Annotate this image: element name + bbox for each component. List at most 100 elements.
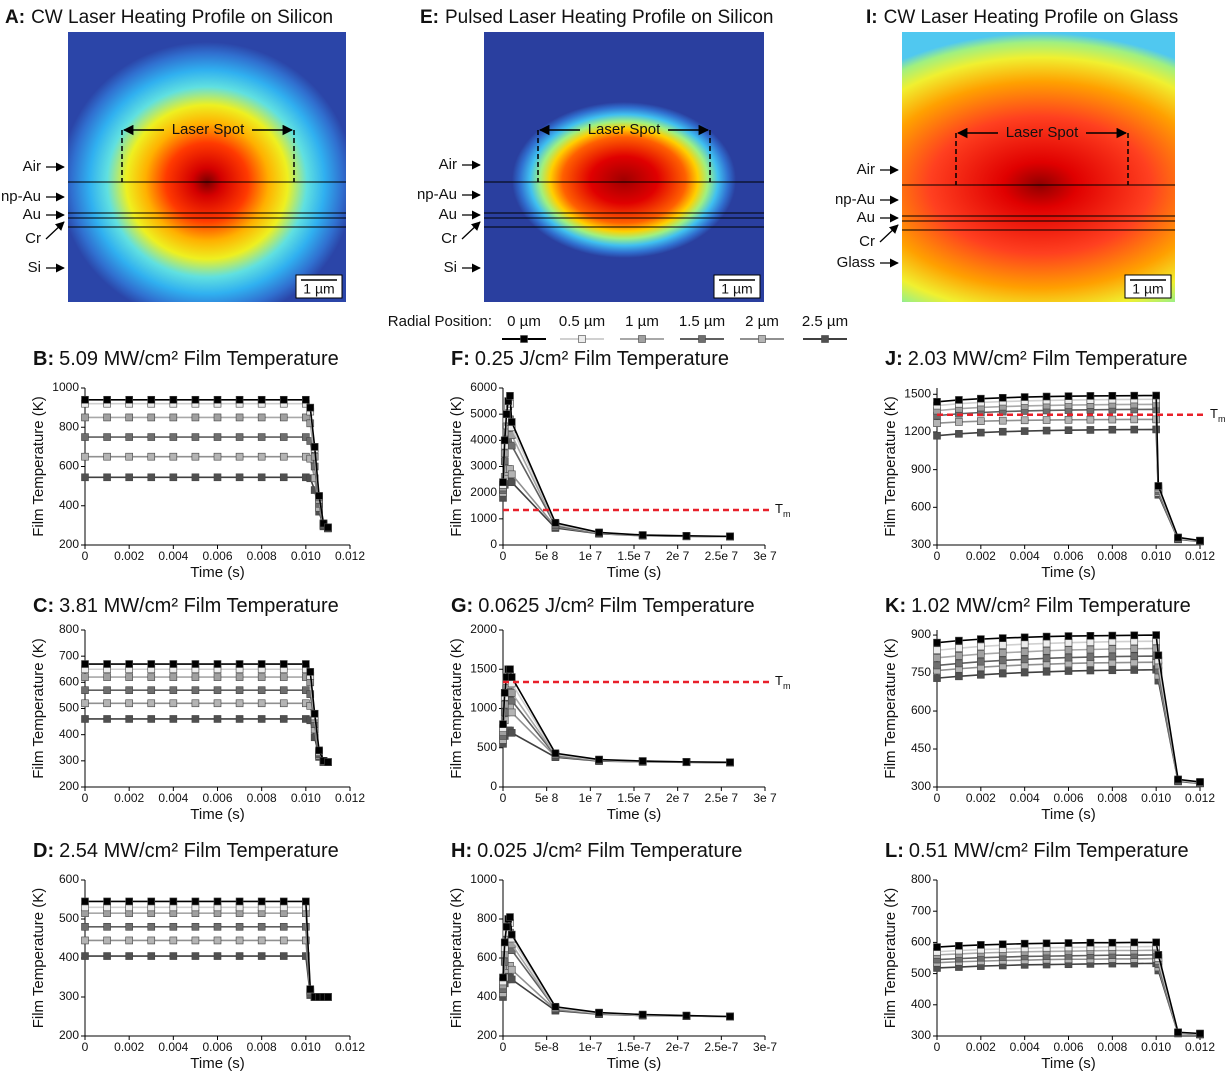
x-tick-label: 0 xyxy=(500,549,507,563)
layer-label: np-Au xyxy=(835,191,875,208)
data-point xyxy=(257,936,266,945)
layer-label: np-Au xyxy=(1,188,41,205)
chart-title-text: 0.51 MW/cm² Film Temperature xyxy=(909,840,1189,862)
data-point xyxy=(213,715,222,723)
data-point xyxy=(500,688,509,697)
data-point xyxy=(147,473,156,482)
y-tick-label: 400 xyxy=(911,997,931,1011)
data-point xyxy=(81,660,89,668)
data-point xyxy=(191,452,200,461)
data-point xyxy=(977,650,985,658)
data-point xyxy=(125,433,133,441)
y-axis-label: Film Temperature (K) xyxy=(30,888,47,1029)
data-point xyxy=(235,686,244,694)
chart-title: L: 0.51 MW/cm² Film Temperature xyxy=(885,840,1189,862)
data-point xyxy=(235,433,244,441)
data-point xyxy=(279,699,288,708)
layer-label: Cr xyxy=(859,233,875,250)
y-tick-label: 1000 xyxy=(470,511,497,525)
data-point xyxy=(1020,416,1029,425)
data-point xyxy=(103,660,111,668)
data-point xyxy=(1130,391,1139,400)
data-point xyxy=(103,395,111,404)
data-point xyxy=(279,673,288,681)
chart-title-text: 2.03 MW/cm² Film Temperature xyxy=(908,348,1188,370)
data-point xyxy=(977,635,985,643)
x-tick-label: 0.002 xyxy=(966,791,996,805)
y-tick-label: 300 xyxy=(911,779,931,793)
data-point xyxy=(103,433,111,441)
data-point xyxy=(147,395,156,404)
data-point xyxy=(191,686,200,694)
legend-marker xyxy=(638,335,646,343)
melting-label: Tm xyxy=(775,673,790,691)
series-line xyxy=(936,403,1201,542)
data-point xyxy=(125,952,133,960)
data-point xyxy=(1108,415,1117,424)
data-point xyxy=(1130,425,1139,434)
data-point xyxy=(682,532,691,540)
data-point xyxy=(1174,775,1182,784)
x-tick-label: 1e 7 xyxy=(579,791,603,805)
data-point xyxy=(1108,652,1117,661)
x-axis-label: Time (s) xyxy=(607,564,661,581)
data-point xyxy=(1108,631,1117,640)
data-point xyxy=(726,758,734,767)
x-tick-label: 5e-8 xyxy=(535,1040,559,1054)
data-point xyxy=(310,443,319,451)
data-point xyxy=(302,413,310,422)
data-point xyxy=(279,452,288,461)
data-point xyxy=(1020,647,1029,656)
data-point xyxy=(169,395,178,404)
chart-title: D: 2.54 MW/cm² Film Temperature xyxy=(33,840,339,862)
data-point xyxy=(147,673,156,681)
x-tick-label: 2.5e-7 xyxy=(704,1040,738,1054)
data-point xyxy=(933,419,941,427)
y-axis-label: Film Temperature (K) xyxy=(882,638,899,779)
data-point xyxy=(306,690,315,698)
data-point xyxy=(279,433,288,441)
x-tick-label: 0.008 xyxy=(247,791,277,805)
chart-title: C: 3.81 MW/cm² Film Temperature xyxy=(33,595,339,617)
data-point xyxy=(1020,393,1029,401)
data-point xyxy=(257,433,266,441)
layer-label: Si xyxy=(444,259,457,276)
layer-label: Si xyxy=(28,259,41,276)
data-point xyxy=(257,395,266,404)
data-point xyxy=(1064,653,1073,662)
y-tick-label: 800 xyxy=(477,911,497,925)
data-point xyxy=(507,708,516,717)
x-tick-label: 3e-7 xyxy=(753,1040,777,1054)
data-point xyxy=(1130,644,1139,653)
data-point xyxy=(1064,638,1073,647)
x-tick-label: 0 xyxy=(82,549,89,563)
series-line xyxy=(502,915,731,1018)
data-point xyxy=(998,648,1007,657)
y-tick-label: 400 xyxy=(59,727,79,741)
data-point xyxy=(1020,427,1029,435)
spot-label: Laser Spot xyxy=(1006,124,1079,141)
heatmap xyxy=(902,32,1175,302)
chart-label: B: xyxy=(33,348,54,370)
data-point xyxy=(638,531,647,539)
data-point xyxy=(1020,668,1029,677)
chart-label: J: xyxy=(885,348,903,370)
x-tick-label: 1.5e 7 xyxy=(617,791,651,805)
series-line xyxy=(502,965,731,1018)
data-point xyxy=(998,393,1007,402)
chart-title-text: 5.09 MW/cm² Film Temperature xyxy=(59,348,339,370)
x-tick-label: 0.002 xyxy=(966,1040,996,1054)
data-point xyxy=(1042,632,1051,641)
y-tick-label: 600 xyxy=(911,935,931,949)
data-point xyxy=(191,473,200,482)
x-axis-label: Time (s) xyxy=(1041,806,1095,823)
melting-symbol: T xyxy=(1210,406,1218,421)
y-tick-label: 450 xyxy=(911,741,931,755)
x-tick-label: 0.002 xyxy=(114,549,144,563)
data-point xyxy=(81,936,89,945)
data-point xyxy=(1130,666,1139,674)
data-point xyxy=(257,699,266,708)
x-tick-label: 2e 7 xyxy=(666,791,690,805)
data-point xyxy=(279,473,288,482)
x-tick-label: 1e 7 xyxy=(579,549,603,563)
